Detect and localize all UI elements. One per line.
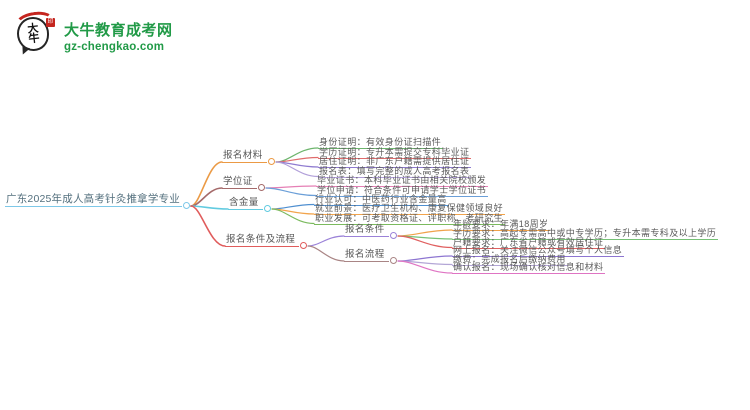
expander-circle-m4s1[interactable]	[390, 232, 397, 239]
mindmap-node-m3l3[interactable]: 职业发展：可考取资格证、评职称、考研究生	[314, 212, 506, 225]
site-title: 大牛教育成考网	[64, 22, 173, 39]
mindmap-node-m4s1[interactable]: 报名条件	[344, 224, 389, 237]
site-logo[interactable]: 大 牛 印 大牛教育成考网 gz-chengkao.com	[13, 9, 173, 57]
mindmap-node-m1[interactable]: 报名材料	[222, 150, 267, 163]
mindmap-node-m3l2[interactable]: 就业前景：医疗卫生机构、康复保健领域良好	[314, 203, 506, 215]
logo-speech-bubble: 大 牛	[17, 17, 49, 51]
mindmap-node-m4s1l1[interactable]: 年龄要求：年满18周岁	[452, 219, 551, 231]
mindmap-node-m4s2l2[interactable]: 缴费：完成报名后缴纳费用	[452, 253, 568, 266]
logo-red-seal: 印	[46, 18, 55, 27]
mindmap-node-m4s2[interactable]: 报名流程	[344, 249, 389, 262]
mindmap-node-m2l1[interactable]: 毕业证书：本科毕业证书由相关院校颁发	[316, 175, 489, 187]
mindmap-node-m3l1[interactable]: 行业认可：中医药行业含金量高	[314, 193, 449, 206]
expander-circle-m3[interactable]	[264, 205, 271, 212]
daniu-bull-logo-icon: 大 牛 印	[13, 9, 57, 57]
mindmap-node-m2l2[interactable]: 学位申请：符合条件可申请学士学位证书	[316, 184, 489, 197]
mindmap-node-m1l3[interactable]: 居住证明：非广东户籍需提供居住证	[318, 156, 472, 168]
mindmap-node-m4s2l1[interactable]: 网上报名：关注微信公众号填写个人信息	[452, 245, 625, 257]
mindmap-node-m3[interactable]: 含金量	[228, 197, 263, 210]
mindmap-node-root[interactable]: 广东2025年成人高考针灸推拿学专业	[5, 193, 182, 207]
mindmap-node-m1l1[interactable]: 身份证明：有效身份证扫描件	[318, 137, 444, 149]
mindmap-node-m4[interactable]: 报名条件及流程	[225, 234, 300, 247]
mindmap-node-m4s2l3[interactable]: 确认报名：现场确认核对信息和材料	[452, 262, 606, 274]
mindmap-node-m1l2[interactable]: 学历证明：专升本需提交专科毕业证	[318, 146, 472, 159]
site-domain: gz-chengkao.com	[64, 41, 165, 53]
mindmap-node-m1l4[interactable]: 报名表：填写完整的成人高考报名表	[318, 165, 472, 178]
mindmap-node-m4s1l3[interactable]: 户籍要求：广东省户籍或有效居住证	[452, 236, 606, 249]
expander-circle-m4[interactable]	[300, 242, 307, 249]
mindmap-node-m4s1l2[interactable]: 学历要求：高起专需高中或中专学历；专升本需专科及以上学历	[452, 228, 719, 240]
expander-circle-root[interactable]	[183, 202, 190, 209]
logo-text-block: 大牛教育成考网 gz-chengkao.com	[64, 13, 173, 53]
expander-circle-m4s2[interactable]	[390, 257, 397, 264]
mindmap-node-m2[interactable]: 学位证	[222, 176, 257, 189]
expander-circle-m1[interactable]	[268, 158, 275, 165]
expander-circle-m2[interactable]	[258, 184, 265, 191]
